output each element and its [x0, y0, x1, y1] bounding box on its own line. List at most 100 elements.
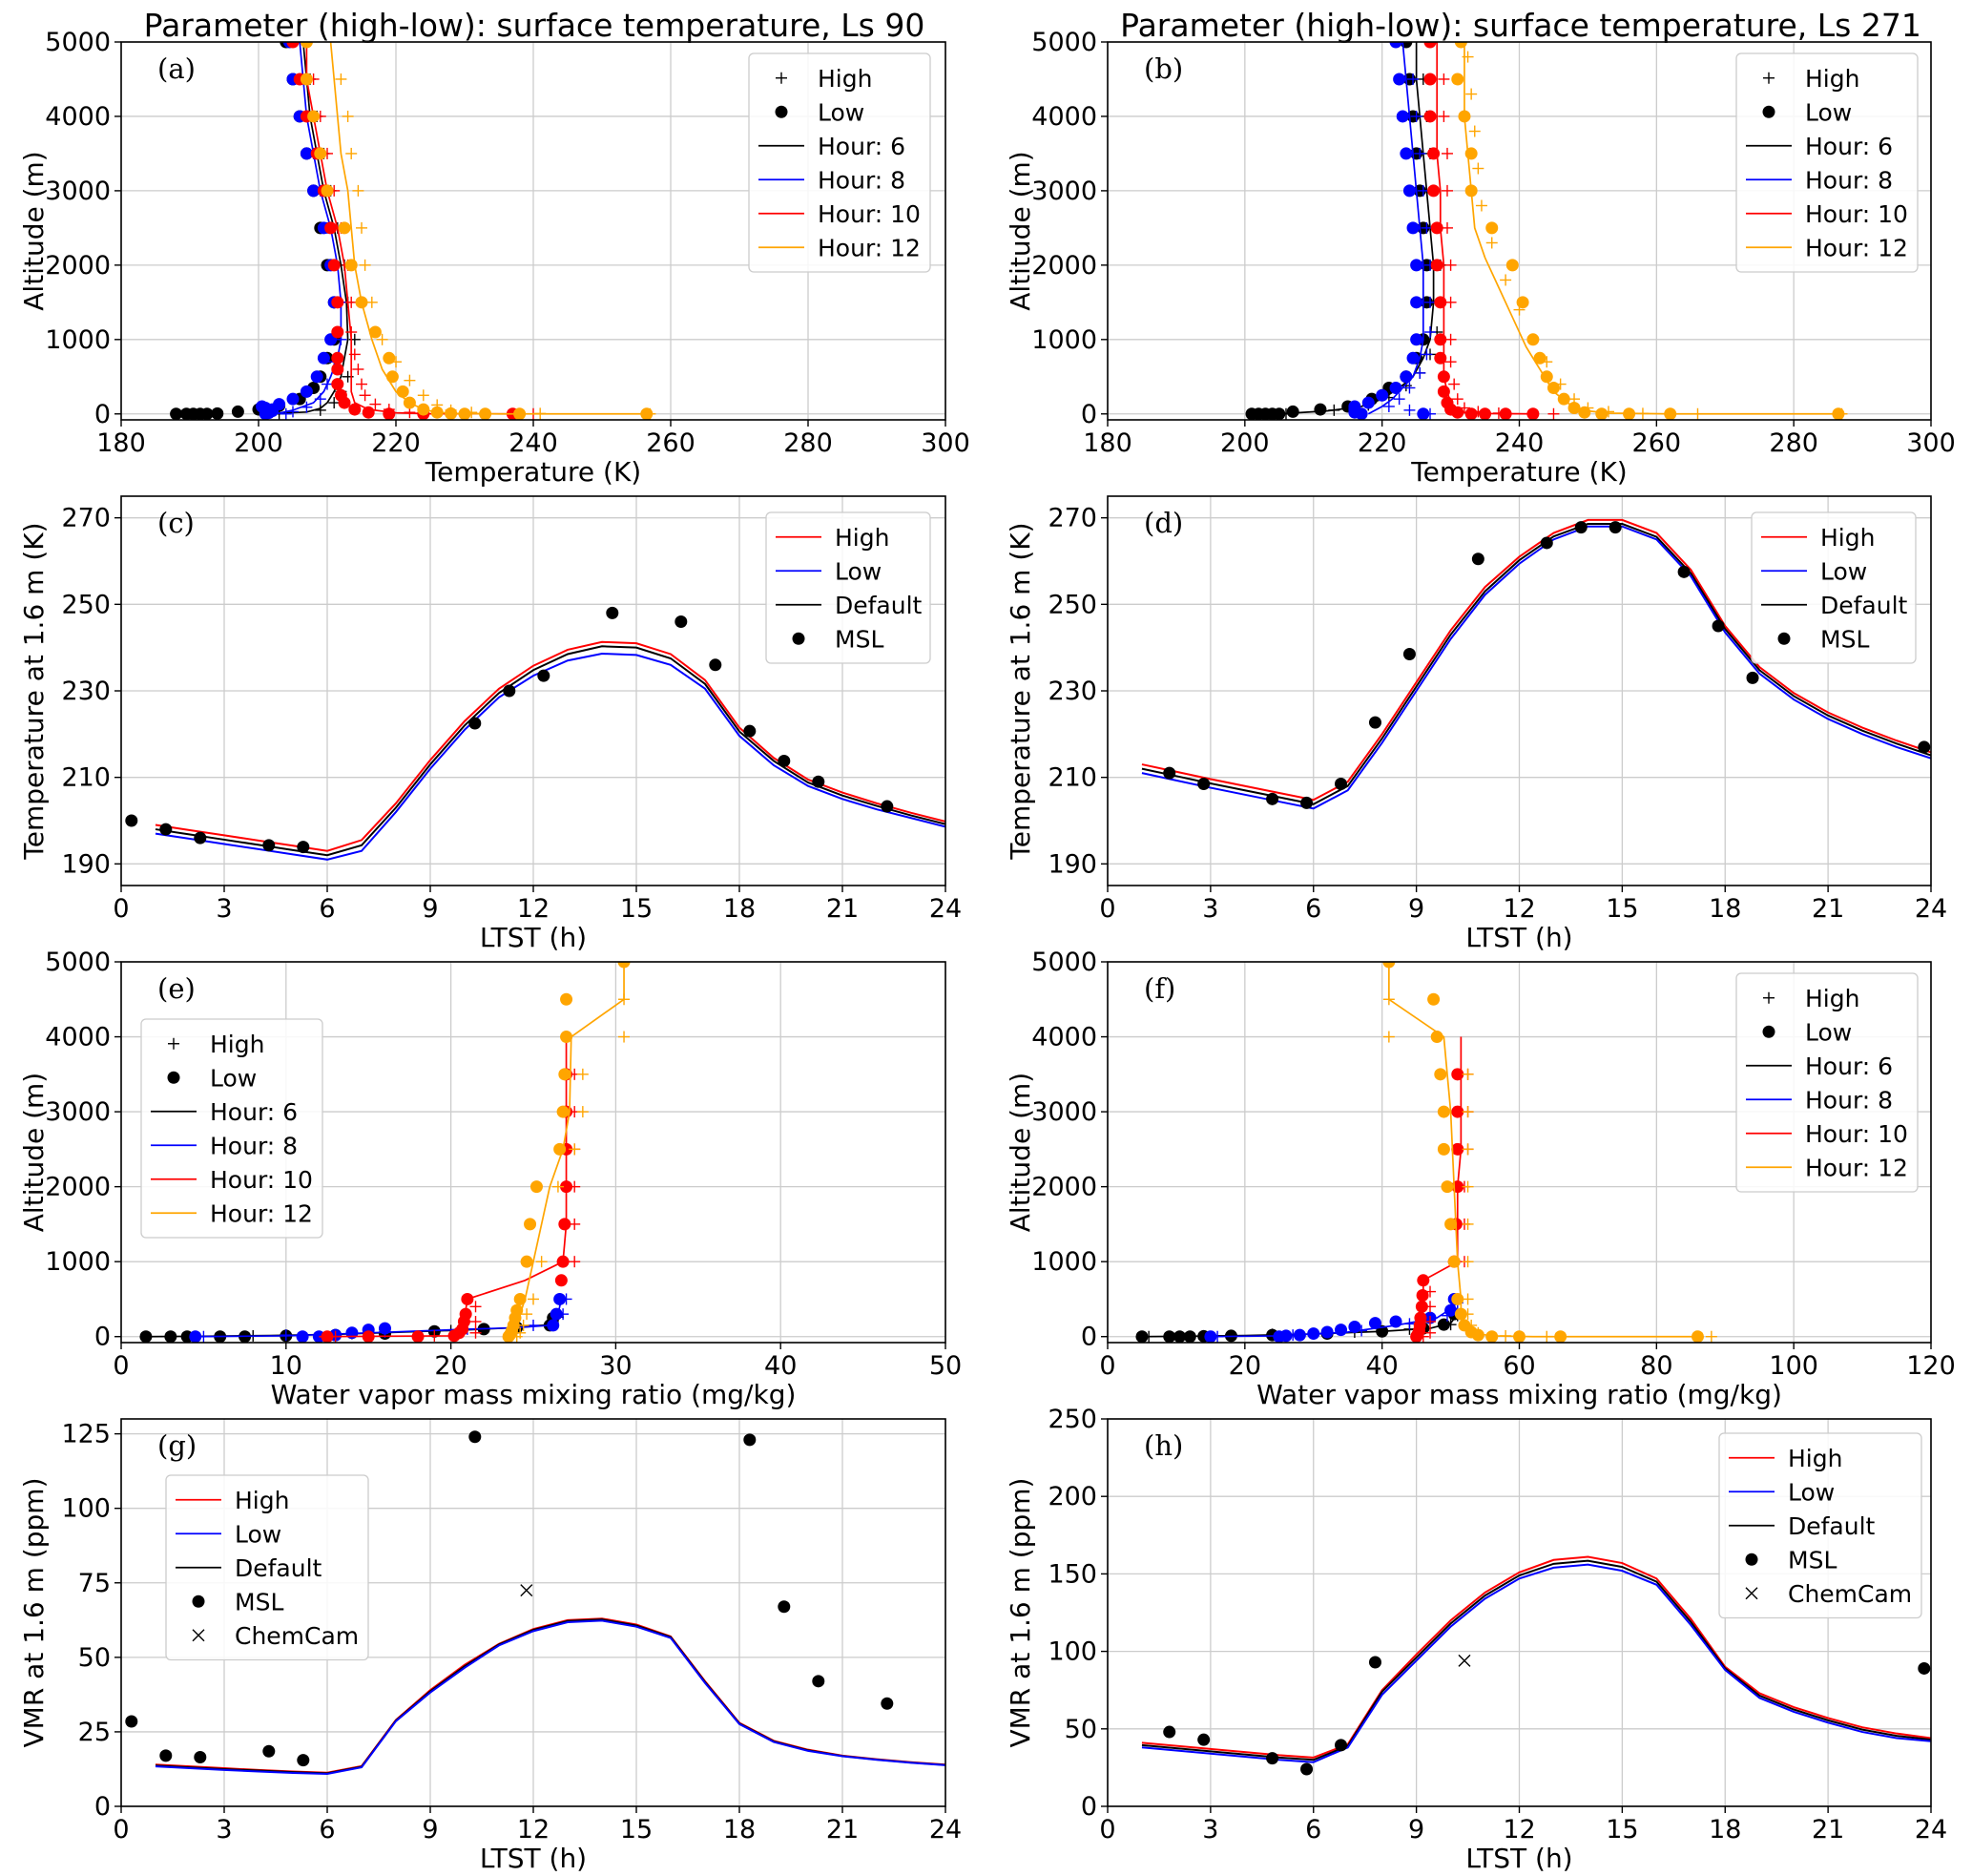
series-e-hour-10-low-point-0 [321, 1330, 334, 1343]
xtick-label-g-6: 18 [723, 1815, 756, 1845]
series-a-hour-12-high-point-14 [342, 110, 354, 122]
panel-tag-h: (h) [1144, 1429, 1183, 1462]
xtick-label-h-2: 6 [1305, 1815, 1321, 1845]
series-b-hour-8-high-point-8 [1424, 296, 1437, 308]
series-b-hour-6-high-point-1 [1328, 404, 1340, 416]
series-b-hour-12-low-point-2 [1623, 407, 1636, 420]
ytick-label-d-1: 210 [1048, 763, 1097, 793]
ylabel-h: VMR at 1.6 m (ppm) [1005, 1478, 1036, 1748]
series-b-hour-12-low-point-18 [1454, 42, 1467, 49]
points-g-msl-1 [159, 1749, 173, 1762]
ytick-label-e-4: 4000 [45, 1023, 111, 1053]
series-a-hour-10-low-point-11 [331, 296, 344, 309]
legend-e-hour-12-label: Hour: 12 [210, 1199, 313, 1227]
points-c-msl-8 [606, 606, 619, 619]
series-b-hour-8-low-point-17 [1393, 73, 1406, 86]
series-a-hour-12-high-point-8 [376, 333, 388, 345]
series-b-hour-12-low-point-3 [1595, 407, 1609, 420]
points-d-msl-9 [1574, 521, 1588, 534]
series-b-hour-8-low-point-5 [1361, 396, 1375, 409]
series-a-hour-8-low-point-5 [256, 400, 269, 413]
series-f-hour-12-high-point-0 [1705, 1330, 1717, 1343]
series-b-hour-8-low-point-18 [1389, 42, 1402, 49]
chart-a: 180 200 220 240 260 280 3000100020003000400050… [18, 28, 970, 488]
series-f-hour-6-low-point-10 [1437, 1318, 1450, 1331]
series-a-hour-12-low-point-8 [396, 385, 409, 398]
series-e-hour-12-high-point-3 [521, 1308, 533, 1321]
points-d-msl-4 [1335, 777, 1348, 790]
series-b-hour-8-low-point-9 [1406, 351, 1420, 365]
series-f-hour-12-high-point-8 [1462, 1218, 1474, 1230]
ytick-label-b-0: 0 [1081, 400, 1097, 429]
series-f-hour-12-low-point-2 [1513, 1330, 1526, 1343]
series-b-hour-8-low-point-13 [1406, 221, 1420, 235]
series-a-hour-6-high-point-1 [314, 404, 326, 416]
legend-g-chemcam-label: ChemCam [235, 1622, 359, 1650]
series-a-hour-12-high-point-11 [356, 221, 367, 234]
series-b-hour-10-high-point-6 [1444, 356, 1457, 368]
xtick-label-a-6: 300 [921, 428, 970, 458]
series-e-hour-8-low-point-1 [296, 1330, 309, 1343]
series-f-hour-12-high-point-9 [1462, 1180, 1474, 1193]
series-a-hour-12-high-point-13 [345, 147, 358, 159]
series-f-hour-6-low-point-0 [1135, 1330, 1149, 1343]
series-b-hour-8-high-point-6 [1421, 348, 1433, 361]
series-b-hour-8-low-point-15 [1400, 147, 1413, 160]
series-a-hour-12-high-point-3 [445, 404, 457, 416]
points-c-msl-7 [537, 669, 550, 682]
series-e-hour-8-low-point-0 [189, 1330, 202, 1343]
xtick-label-d-8: 24 [1915, 894, 1947, 924]
series-a-hour-12-low-point-3 [458, 407, 471, 420]
series-e-hour-12-high-point-5 [535, 1256, 548, 1268]
series-e-hour-12-low-point-11 [556, 1105, 570, 1118]
series-a-hour-12-low-point-15 [321, 184, 334, 198]
series-f-hour-6-high-point-5 [1444, 1319, 1457, 1331]
series-b-hour-12-high-point-9 [1513, 303, 1526, 316]
series-e-hour-10-high-point-1 [428, 1329, 441, 1342]
series-a-hour-6-high-point-2 [328, 397, 341, 409]
ytick-label-b-3: 3000 [1031, 177, 1097, 206]
legend-g-low-label: Low [235, 1520, 281, 1548]
series-f-hour-12-low-point-17 [1382, 962, 1396, 969]
legend-h-low-label: Low [1788, 1478, 1835, 1506]
points-g-msl-6 [743, 1433, 757, 1447]
series-a-hour-6-low-point-5 [211, 406, 224, 420]
points-d-msl-13 [1746, 671, 1759, 684]
xtick-label-a-2: 220 [371, 428, 421, 458]
points-d-msl-5 [1368, 716, 1381, 729]
xtick-label-d-1: 3 [1202, 894, 1218, 924]
points-c-msl-6 [503, 684, 516, 698]
xtick-label-e-1: 10 [270, 1351, 302, 1381]
series-b-hour-10-low-point-15 [1427, 147, 1441, 160]
series-b-hour-12-low-point-17 [1451, 73, 1464, 86]
series-b-hour-8-low-point-7 [1389, 381, 1402, 394]
series-f-hour-10-high-point-2 [1424, 1316, 1437, 1328]
series-g-low-line [155, 1619, 945, 1775]
series-f-hour-12-high-point-3 [1472, 1326, 1484, 1339]
points-c-msl-14 [881, 800, 894, 813]
ytick-label-h-5: 250 [1048, 1405, 1097, 1434]
ytick-label-e-0: 0 [94, 1323, 111, 1352]
series-a-hour-12-high-point-1 [534, 407, 547, 420]
ytick-label-g-3: 75 [78, 1569, 111, 1598]
points-h-msl-4 [1335, 1739, 1348, 1752]
legend-h-chemcam-swatch [1745, 1587, 1758, 1600]
series-e-hour-12-high-point-7 [569, 1143, 581, 1156]
series-b-hour-6-low-point-4 [1273, 407, 1286, 420]
series-a-hour-12-high-point-5 [417, 389, 429, 402]
plot-area-b [1245, 42, 1848, 420]
legend-g-chemcam-swatch-b [192, 1629, 205, 1642]
legend-a-hour-12-label: Hour: 12 [818, 234, 921, 261]
points-d-msl-0 [1163, 766, 1176, 780]
series-f-hour-8-high-point-3 [1403, 1318, 1416, 1330]
series-f-hour-12-low-point-11 [1441, 1180, 1454, 1194]
series-e-hour-10-low-point-10 [556, 1255, 570, 1268]
chart-d: 0 3 6 9 12 15 18 21 24 190 210 230 250 270 LTST (h) Tem… [1005, 495, 1947, 953]
legend-e-high-swatch [168, 1037, 179, 1050]
points-c-msl-5 [468, 717, 482, 730]
ytick-label-h-3: 150 [1048, 1559, 1097, 1589]
series-b-hour-10-low-point-14 [1427, 184, 1441, 198]
xtick-label-e-4: 40 [764, 1351, 797, 1381]
series-e-hour-10-low-point-2 [411, 1330, 425, 1343]
xtick-label-h-0: 0 [1099, 1815, 1115, 1845]
